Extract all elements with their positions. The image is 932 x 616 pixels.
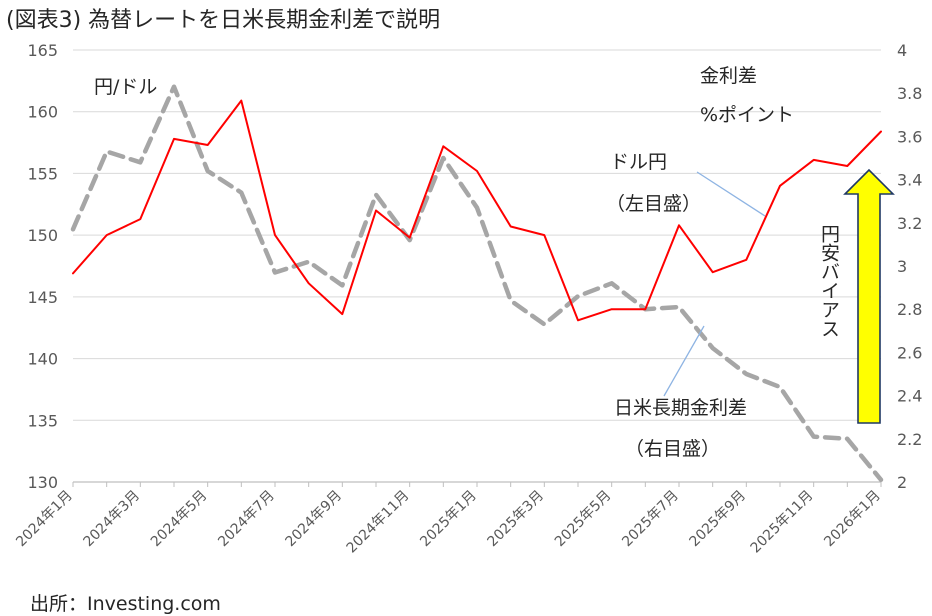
source-note: 出所：Investing.com: [30, 593, 221, 615]
left-tick-label: 130: [27, 473, 58, 492]
right-tick-label: 2.6: [897, 343, 922, 362]
right-tick-label: 2.8: [897, 300, 922, 319]
left-axis-label: 円/ドル: [94, 76, 157, 98]
x-tick-label: 2025年11月: [748, 488, 817, 557]
x-tick-label: 2024年11月: [344, 488, 413, 557]
right-tick-label: 3.2: [897, 214, 922, 233]
usd-jpy-series-line: [72, 99, 882, 322]
x-tick-label: 2026年1月: [821, 488, 884, 551]
spread-label-line1: 日米長期金利差: [614, 397, 747, 419]
left-tick-label: 155: [27, 164, 58, 183]
x-tick-label: 2025年5月: [552, 488, 615, 551]
x-tick-label: 2024年7月: [215, 488, 278, 551]
left-tick-label: 145: [27, 288, 58, 307]
spread-label-line2: （右目盛）: [625, 438, 720, 460]
left-tick-label: 150: [27, 226, 58, 245]
right-tick-label: 3.4: [897, 171, 922, 190]
right-tick-label: 2.4: [897, 387, 922, 406]
series-layer: [70, 84, 884, 483]
left-tick-label: 165: [27, 41, 58, 60]
x-tick-label: 2025年1月: [417, 488, 480, 551]
yen-weak-bias-arrow: [843, 168, 895, 424]
x-tick-label: 2024年5月: [148, 488, 211, 551]
left-axis-ticks: 130 135 140 145 150 155 160 165: [27, 41, 58, 492]
x-tick-label: 2024年1月: [13, 488, 76, 551]
x-tick-label: 2024年9月: [283, 488, 346, 551]
annotation-layer: 円/ドル 金利差 %ポイント ドル円 （左目盛） 日米長期金利差 （右目盛） 円…: [94, 65, 895, 460]
right-tick-label: 3.6: [897, 127, 922, 146]
usd-jpy-label-line1: ドル円: [610, 151, 667, 173]
usd-jpy-label-line2: （左目盛）: [606, 193, 701, 215]
x-tick-label: 2024年3月: [81, 488, 144, 551]
x-tick-label: 2025年7月: [619, 488, 682, 551]
left-tick-label: 140: [27, 350, 58, 369]
x-axis-ticks: 2024年1月 2024年3月 2024年5月 2024年7月 2024年9月2024年…: [13, 482, 884, 556]
x-tick-label: 2025年9月: [687, 488, 750, 551]
yen-weak-bias-label: 円安バイアス: [818, 224, 840, 338]
x-tick-label: 2025年3月: [485, 488, 548, 551]
left-tick-label: 160: [27, 103, 58, 122]
spread-leader-line: [663, 325, 705, 397]
right-tick-label: 2: [897, 473, 907, 492]
right-tick-label: 3: [897, 257, 907, 276]
right-tick-label: 3.8: [897, 84, 922, 103]
right-axis-label-line1: 金利差: [700, 65, 757, 87]
right-tick-label: 2.2: [897, 430, 922, 449]
rate-spread-series-line: [70, 84, 884, 483]
chart-title: (図表3) 為替レートを日米長期金利差で説明: [6, 8, 441, 33]
left-tick-label: 135: [27, 411, 58, 430]
right-tick-label: 4: [897, 41, 907, 60]
right-axis-ticks: 2 2.2 2.4 2.6 2.8 3 3.2 3.4 3.6 3.8 4: [897, 41, 922, 492]
right-axis-label-line2: %ポイント: [700, 104, 794, 126]
usd-jpy-leader-line: [696, 171, 766, 217]
